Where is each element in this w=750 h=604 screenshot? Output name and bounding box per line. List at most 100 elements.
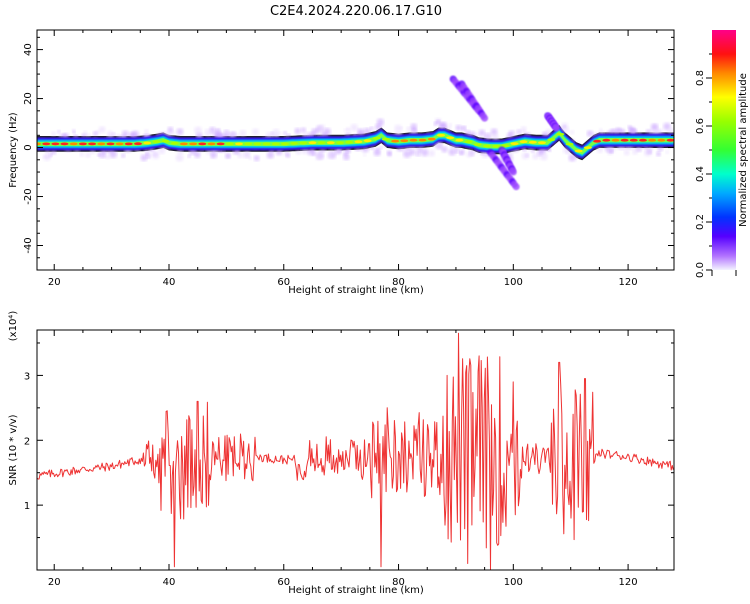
spectrogram-halo-point <box>187 154 191 158</box>
spectrogram-halo-point <box>376 118 385 126</box>
spectrogram-halo-point <box>403 150 411 158</box>
spectrogram-halo-point <box>657 145 664 152</box>
ridge-core-point <box>427 137 436 141</box>
spectrogram-panel: 20 40 60 80 100 120 -40 -20 0 20 40 Height of stra… <box>8 29 675 296</box>
spectrogram-halo-point <box>386 150 392 156</box>
spectrogram-halo-point <box>464 130 471 136</box>
spectrogram-halo-point <box>609 129 615 135</box>
spectrogram-halo-point <box>223 129 230 135</box>
colorbar-ticks: 0.0 0.2 0.4 0.6 0.8 <box>695 53 737 278</box>
spectrogram-halo-point <box>596 147 603 153</box>
snr-plot-area <box>37 332 674 570</box>
spectrogram-halo-point <box>615 127 622 133</box>
snr-panel: 20 40 60 80 100 120 1 2 3 Height of straight lin… <box>8 311 675 596</box>
ridge-core-point <box>235 142 243 146</box>
spectrogram-plot-area <box>37 75 674 191</box>
spectrogram-halo-point <box>204 128 212 137</box>
spectrogram-halo-point <box>649 146 653 150</box>
spectrogram-halo-point <box>51 131 56 137</box>
ridge-core-point <box>189 142 198 146</box>
ridge-core-point <box>317 141 326 145</box>
spectrogram-halo-point <box>210 151 218 159</box>
snr-y-multiplier: (x10⁴) <box>8 311 19 342</box>
spectrogram-halo-point <box>327 152 334 159</box>
spectrogram-halo-point <box>317 124 326 132</box>
spectrogram-halo-point <box>448 123 452 127</box>
ridge-core-point <box>593 139 602 143</box>
spectrogram-halo-point <box>459 149 465 155</box>
ridge-core-point <box>363 139 372 143</box>
spectrogram-halo-point <box>121 130 129 138</box>
spectrogram-halo-point <box>491 133 499 141</box>
spectrogram-halo-point <box>461 126 466 132</box>
y-tick-label: -40 <box>23 237 34 253</box>
spectrogram-halo-point <box>215 128 221 134</box>
colorbar-tick-label: 0.8 <box>695 70 706 86</box>
spectrogram-halo-point <box>532 152 539 160</box>
spectrogram-halo-point <box>239 129 247 137</box>
x-tick-label: 20 <box>48 277 61 288</box>
spectrogram-halo-point <box>275 148 283 156</box>
spectrogram-frame <box>36 29 675 271</box>
spectrogram-halo-point <box>511 130 518 137</box>
spectrogram-halo-point <box>441 146 448 153</box>
snr-axes: 20 40 60 80 100 120 1 2 3 <box>24 330 674 588</box>
ridge-core-point <box>482 144 491 148</box>
ridge-core-point <box>161 139 170 143</box>
ridge-core-point <box>115 142 124 146</box>
ridge-core-point <box>372 136 381 140</box>
spectrogram-halo-point <box>323 127 331 136</box>
colorbar-tick-label: 0.0 <box>695 262 706 278</box>
spectrogram-halo-point <box>86 133 91 138</box>
ridge-core-point <box>492 144 501 148</box>
ridge-core-point <box>262 142 271 146</box>
spectrogram-halo-point <box>454 149 460 154</box>
ridge-core-point <box>418 138 427 142</box>
spectrogram-halo-point <box>570 130 575 135</box>
spectrogram-halo-point <box>175 153 184 162</box>
spectrogram-halo-point <box>115 133 121 139</box>
spectrogram-halo-point <box>343 128 347 132</box>
plume-point <box>481 114 489 122</box>
ridge-core-point <box>207 142 216 146</box>
ridge-core-point <box>216 142 225 146</box>
ridge-core-point <box>547 138 556 142</box>
spectrogram-halo-point <box>516 129 522 135</box>
x-tick-label: 120 <box>619 577 638 588</box>
spectrogram-halo-point <box>83 130 88 135</box>
spectrogram-halo-point <box>146 155 150 159</box>
x-tick-label: 80 <box>392 277 405 288</box>
ridge-core-point <box>134 142 142 146</box>
snr-series-line <box>37 332 674 570</box>
ridge-core-point <box>519 140 528 144</box>
ridge-core-point <box>528 140 537 144</box>
ridge-core-point <box>611 138 620 142</box>
spectrogram-halo-point <box>158 147 166 155</box>
spectrogram-halo-point <box>421 148 429 157</box>
ridge-core-point <box>280 142 289 146</box>
x-tick-label: 100 <box>504 577 523 588</box>
plume-point <box>509 168 517 176</box>
y-tick-label: 2 <box>24 436 30 447</box>
spectrogram-halo-point <box>311 152 316 157</box>
plume-point <box>552 124 560 132</box>
ridge-core-point <box>620 138 629 142</box>
ridge-core-point <box>308 141 317 145</box>
ridge-core-point <box>78 142 87 146</box>
spectrogram-halo-point <box>225 153 231 159</box>
ridge-core-point <box>152 140 161 144</box>
spectrogram-halo-point <box>521 129 526 134</box>
ridge-core-point <box>271 142 280 146</box>
spectrogram-halo-point <box>235 133 240 137</box>
ridge-core-point <box>354 140 363 144</box>
spectrogram-halo-point <box>627 125 632 130</box>
colorbar-tick-label: 0.2 <box>695 214 706 230</box>
y-tick-label: 3 <box>24 371 30 382</box>
spectrogram-halo-point <box>415 151 421 157</box>
spectrogram-halo-point <box>45 153 52 159</box>
spectrogram-halo-point <box>310 148 314 152</box>
spectrogram-halo-point <box>121 153 126 158</box>
spectrogram-halo-point <box>369 126 374 131</box>
